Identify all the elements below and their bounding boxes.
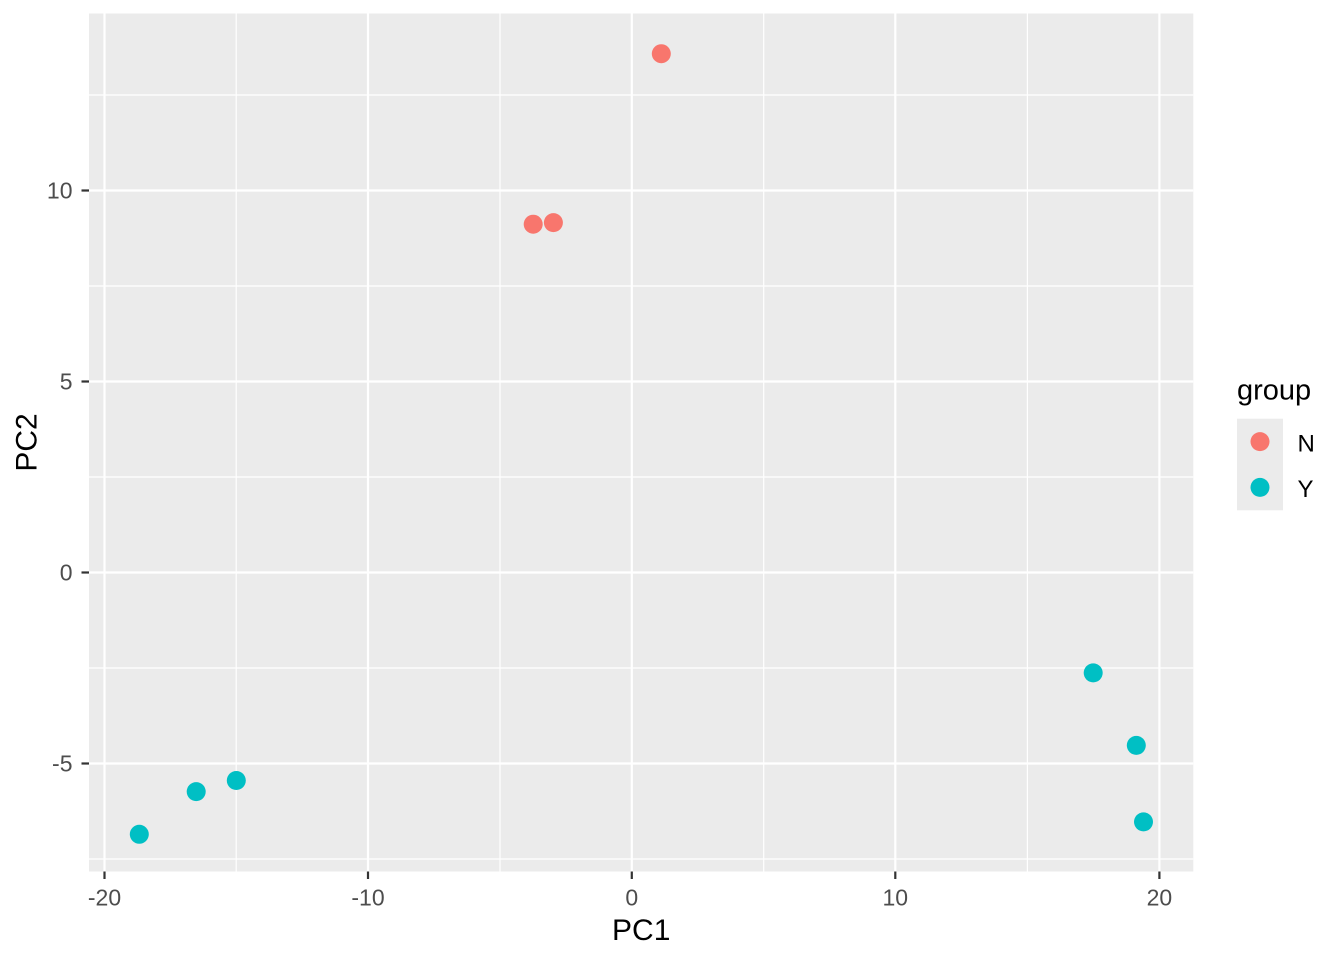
svg-text:Y: Y (1298, 476, 1314, 503)
svg-text:PC1: PC1 (612, 914, 670, 947)
svg-text:-5: -5 (52, 751, 72, 777)
svg-text:20: 20 (1147, 885, 1173, 911)
svg-text:-20: -20 (88, 885, 121, 911)
svg-text:10: 10 (47, 178, 73, 204)
svg-text:0: 0 (625, 885, 638, 911)
svg-text:5: 5 (60, 369, 73, 395)
svg-text:0: 0 (60, 560, 73, 586)
svg-text:10: 10 (883, 885, 909, 911)
svg-text:-10: -10 (351, 885, 384, 911)
svg-text:PC2: PC2 (11, 413, 44, 471)
svg-text:N: N (1298, 430, 1315, 457)
svg-text:group: group (1237, 375, 1311, 407)
